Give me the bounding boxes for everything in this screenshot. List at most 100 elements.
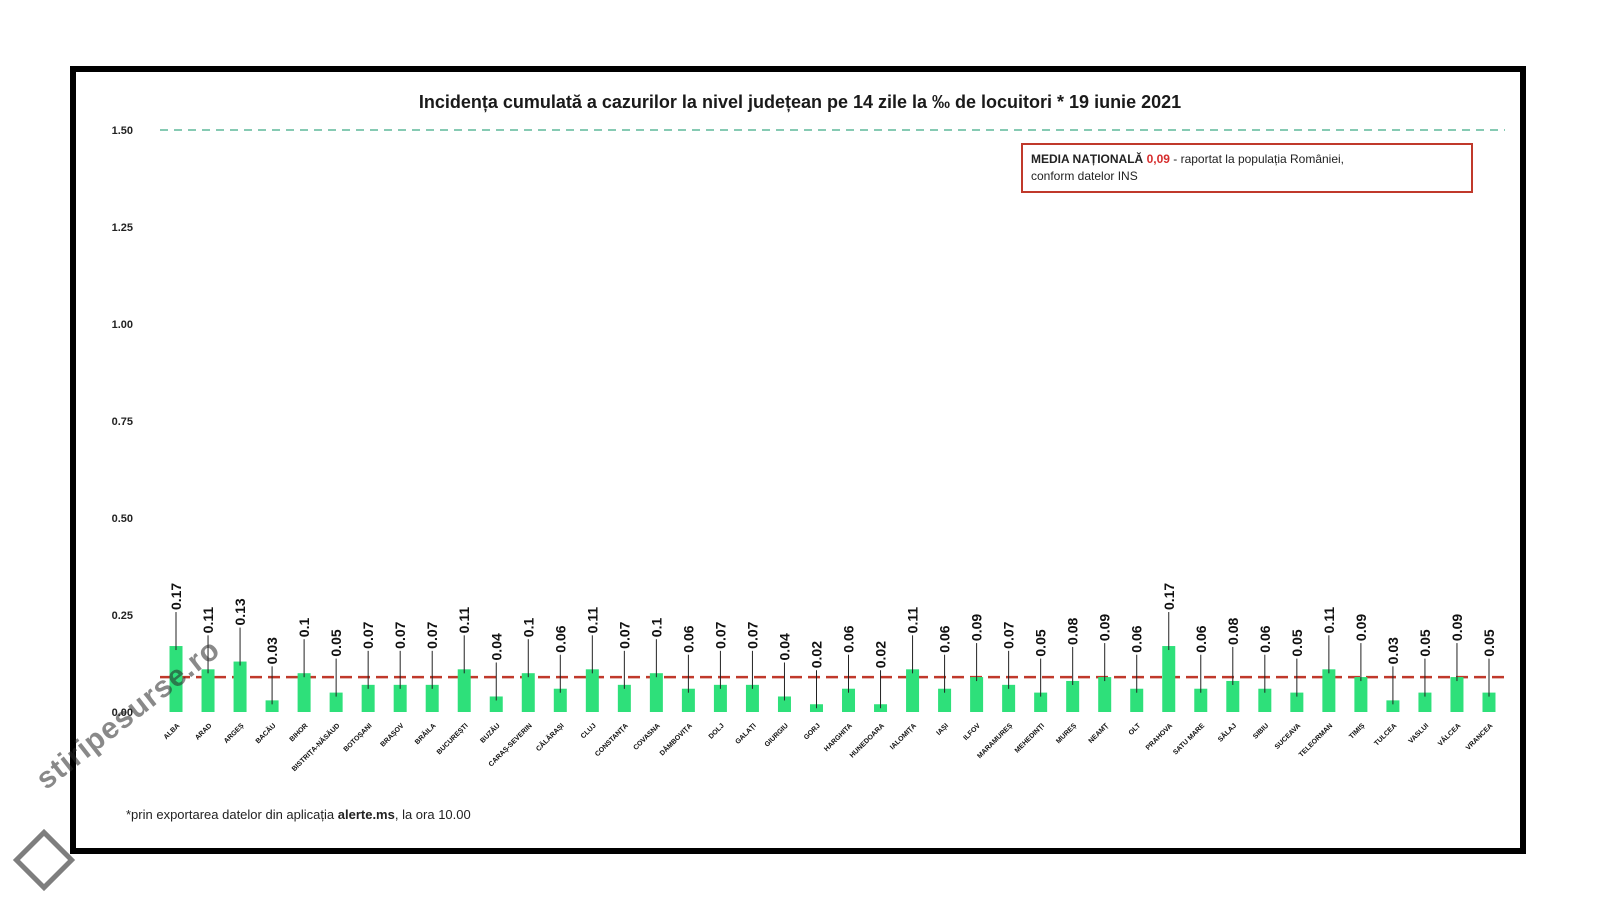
data-label: 0.04 <box>776 633 792 660</box>
data-label: 0.05 <box>1417 629 1433 656</box>
bar <box>1098 677 1112 712</box>
data-label: 0.1 <box>296 618 312 638</box>
bar <box>489 696 503 712</box>
data-label: 0.07 <box>712 621 728 648</box>
data-label: 0.07 <box>360 621 376 648</box>
data-label: 0.11 <box>456 607 472 634</box>
bar <box>169 646 183 712</box>
x-tick-label: ILFOV <box>962 722 982 742</box>
bar <box>1418 692 1432 712</box>
x-tick-label: CLUJ <box>580 722 598 740</box>
x-tick-label: HUNEDOARA <box>849 722 886 759</box>
x-tick-label: TELEORMAN <box>1298 722 1334 758</box>
bar <box>1482 692 1496 712</box>
bar <box>457 669 471 712</box>
data-label: 0.07 <box>392 621 408 648</box>
bar <box>425 684 439 712</box>
data-label: 0.17 <box>1161 583 1177 610</box>
x-tick-label: HARGHITA <box>823 722 854 753</box>
x-tick-label: ALBA <box>163 722 182 741</box>
data-label: 0.13 <box>232 598 248 625</box>
chart-frame <box>70 66 1526 854</box>
data-label: 0.02 <box>873 641 889 668</box>
data-label: 0.09 <box>1449 614 1465 641</box>
bar <box>938 688 952 712</box>
data-label: 0.11 <box>905 607 921 634</box>
data-label: 0.06 <box>841 625 857 652</box>
footnote-suffix: , la ora 10.00 <box>394 807 471 822</box>
footnote: *prin exportarea datelor din aplicația a… <box>126 807 471 822</box>
bar <box>1162 646 1176 712</box>
footnote-source: alerte.ms <box>337 807 395 822</box>
y-tick-label: 1.00 <box>112 319 133 331</box>
national-average-label: MEDIA NAȚIONALĂ <box>1031 152 1144 166</box>
data-label: 0.04 <box>488 633 504 660</box>
data-label: 0.08 <box>1225 617 1241 644</box>
data-label: 0.02 <box>808 641 824 668</box>
data-label: 0.1 <box>520 618 536 638</box>
bar <box>233 661 247 712</box>
data-label: 0.07 <box>616 621 632 648</box>
y-tick-label: 0.25 <box>112 610 133 622</box>
bar <box>842 688 856 712</box>
bar <box>713 684 727 712</box>
x-tick-label: ARAD <box>194 722 213 741</box>
x-tick-label: IALOMIȚA <box>889 722 918 751</box>
x-tick-label: PRAHOVA <box>1145 722 1174 751</box>
data-label: 0.06 <box>552 625 568 652</box>
data-label: 0.08 <box>1065 617 1081 644</box>
national-average-source: conform datelor INS <box>1031 169 1138 183</box>
x-tick-label: BOTOȘANI <box>343 722 374 753</box>
y-tick-label: 0.50 <box>112 513 133 525</box>
x-tick-label: BUCUREȘTI <box>436 722 470 756</box>
x-tick-label: NEAMȚ <box>1088 722 1111 745</box>
data-label: 0.07 <box>1001 621 1017 648</box>
y-tick-label: 1.25 <box>112 222 133 234</box>
bar <box>1226 680 1240 712</box>
national-average-value: 0,09 <box>1146 152 1170 166</box>
data-label: 0.06 <box>937 625 953 652</box>
bar <box>521 673 535 712</box>
data-label: 0.06 <box>1193 625 1209 652</box>
footnote-prefix: *prin exportarea datelor din aplicația <box>126 807 338 822</box>
x-tick-label: VASLUI <box>1408 722 1431 745</box>
x-tick-label: BRĂILA <box>413 721 438 746</box>
bar <box>297 673 311 712</box>
bar <box>681 688 695 712</box>
bar <box>1002 684 1016 712</box>
bar <box>201 669 215 712</box>
x-tick-label: GALAȚI <box>734 722 757 745</box>
bar <box>1322 669 1336 712</box>
data-label: 0.09 <box>969 614 985 641</box>
x-tick-label: SUCEAVA <box>1274 722 1302 750</box>
x-tick-label: DOLJ <box>708 722 726 740</box>
bar <box>649 673 663 712</box>
y-tick-label: 1.50 <box>112 125 133 137</box>
x-tick-label: COVASNA <box>632 722 661 751</box>
x-tick-label: TULCEA <box>1373 722 1398 747</box>
bar <box>553 688 567 712</box>
national-average-description: - raportat la populația României, <box>1169 152 1345 166</box>
x-tick-label: BACĂU <box>253 721 277 745</box>
x-tick-label: VRANCEA <box>1465 722 1494 751</box>
data-label: 0.09 <box>1353 614 1369 641</box>
bar <box>1194 688 1208 712</box>
x-tick-label: SĂLAJ <box>1216 721 1239 744</box>
data-label: 0.03 <box>264 637 280 664</box>
data-label: 0.07 <box>744 621 760 648</box>
data-label: 0.11 <box>1321 607 1337 634</box>
y-tick-label: 0.00 <box>112 707 133 719</box>
data-label: 0.06 <box>1129 625 1145 652</box>
x-tick-label: CĂLĂRAȘI <box>534 721 566 753</box>
x-tick-label: BUZĂU <box>478 721 502 745</box>
data-label: 0.06 <box>1257 625 1273 652</box>
bar <box>361 684 375 712</box>
data-label: 0.06 <box>680 625 696 652</box>
bar <box>1034 692 1048 712</box>
bar <box>265 700 279 712</box>
data-label: 0.17 <box>168 583 184 610</box>
data-label: 0.03 <box>1385 637 1401 664</box>
x-tick-label: GIURGIU <box>764 722 790 748</box>
bar <box>1066 680 1080 712</box>
